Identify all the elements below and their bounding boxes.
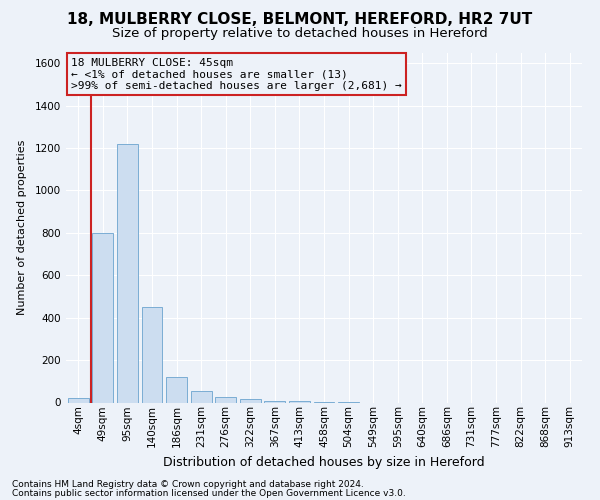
Bar (68, 398, 89, 402)
Bar (265, 401, 286, 402)
Bar (92, 233, 113, 402)
X-axis label: Distribution of detached houses by size in Hereford: Distribution of detached houses by size … (163, 456, 485, 468)
Bar (215, 397, 236, 402)
Text: Contains HM Land Registry data © Crown copyright and database right 2024.: Contains HM Land Registry data © Crown c… (12, 480, 364, 489)
Text: Size of property relative to detached houses in Hereford: Size of property relative to detached ho… (112, 28, 488, 40)
Bar (142, 307, 163, 402)
Text: Contains public sector information licensed under the Open Government Licence v3: Contains public sector information licen… (12, 488, 406, 498)
Bar (240, 400, 261, 402)
Bar (166, 377, 187, 402)
Y-axis label: Number of detached properties: Number of detached properties (17, 140, 26, 315)
Bar (191, 391, 212, 402)
Text: 18, MULBERRY CLOSE, BELMONT, HEREFORD, HR2 7UT: 18, MULBERRY CLOSE, BELMONT, HEREFORD, H… (67, 12, 533, 28)
Text: 18 MULBERRY CLOSE: 45sqm
← <1% of detached houses are smaller (13)
>99% of semi-: 18 MULBERRY CLOSE: 45sqm ← <1% of detach… (71, 58, 402, 91)
Bar (117, 144, 138, 402)
